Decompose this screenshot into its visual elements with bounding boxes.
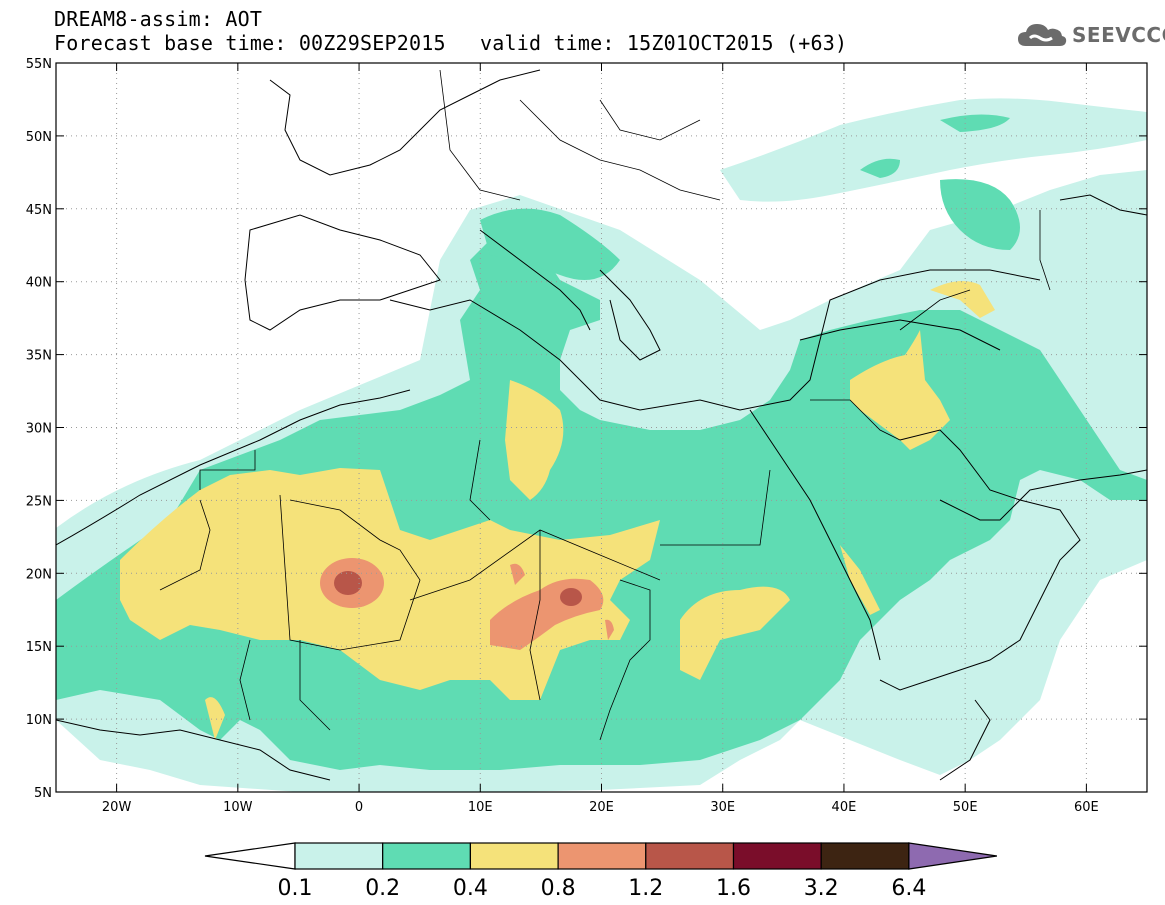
lat-tick-label: 50N: [26, 130, 52, 145]
lat-tick-label: 40N: [26, 276, 52, 291]
seevccc-logo: SEEVCCC: [1016, 20, 1165, 50]
colorbar-segment: [557, 842, 647, 870]
cloud-logo-icon: [1018, 24, 1067, 46]
lat-tick-label: 10N: [26, 713, 52, 728]
lat-tick-label: 30N: [26, 422, 52, 437]
lon-tick-label: 60E: [1074, 800, 1099, 815]
aot-1.2-contour: [334, 571, 582, 606]
colorbar-level-label: 6.4: [891, 876, 926, 901]
colorbar-level-label: 0.4: [453, 876, 488, 901]
forecast-base-time: Forecast base time: 00Z29SEP2015: [54, 31, 446, 55]
colorbar-level-label: 0.1: [278, 876, 313, 901]
colorbar-segment: [645, 842, 735, 870]
colorbar-segment: [820, 842, 910, 870]
map-title: DREAM8-assim: AOT: [54, 7, 263, 31]
valid-time: valid time: 15Z01OCT2015 (+63): [480, 31, 848, 55]
axis-ticks: [56, 62, 1147, 793]
lat-tick-label: 20N: [26, 567, 52, 582]
coastlines: [56, 69, 1147, 781]
lat-tick-label: 55N: [26, 57, 52, 72]
colorbar-level-label: 0.8: [541, 876, 576, 901]
colorbar-segment: [732, 842, 822, 870]
lat-tick-label: 15N: [26, 640, 52, 655]
colorbar-segment: [294, 842, 384, 870]
lon-tick-label: 20W: [102, 800, 132, 815]
logo-text: SEEVCCC: [1072, 23, 1165, 47]
colorbar-level-label: 3.2: [804, 876, 839, 901]
lon-tick-label: 20E: [589, 800, 614, 815]
lon-tick-label: 50E: [953, 800, 978, 815]
lon-tick-label: 40E: [832, 800, 857, 815]
lat-tick-label: 5N: [34, 786, 52, 801]
colorbar-labels: 0.1 0.2 0.4 0.8 1.2 1.6 3.2 6.4: [278, 876, 927, 901]
lat-lon-grid: [56, 63, 1147, 792]
lon-tick-label: 0: [355, 800, 363, 815]
lon-tick-label: 10W: [223, 800, 253, 815]
lat-tick-label: 45N: [26, 203, 52, 218]
lon-tick-label: 10E: [468, 800, 493, 815]
lat-tick-label: 35N: [26, 349, 52, 364]
colorbar-lower-extension: [204, 842, 296, 870]
country-borders: [159, 69, 1051, 741]
colorbar-segment: [382, 842, 472, 870]
latitude-labels: 5N 10N 15N 20N 25N 30N 35N 40N 45N 50N 55N: [26, 57, 52, 801]
longitude-labels: 20W 10W 0 10E 20E 30E 40E 50E 60E: [102, 800, 1099, 815]
colorbar-level-label: 1.6: [716, 876, 751, 901]
aot-field: [56, 63, 1147, 792]
colorbar-upper-extension: [908, 842, 997, 870]
colorbar-level-label: 1.2: [628, 876, 663, 901]
colorbar-level-label: 0.2: [365, 876, 400, 901]
lon-tick-label: 30E: [710, 800, 735, 815]
colorbar: [204, 842, 997, 870]
lat-tick-label: 25N: [26, 494, 52, 509]
colorbar-segment: [469, 842, 559, 870]
